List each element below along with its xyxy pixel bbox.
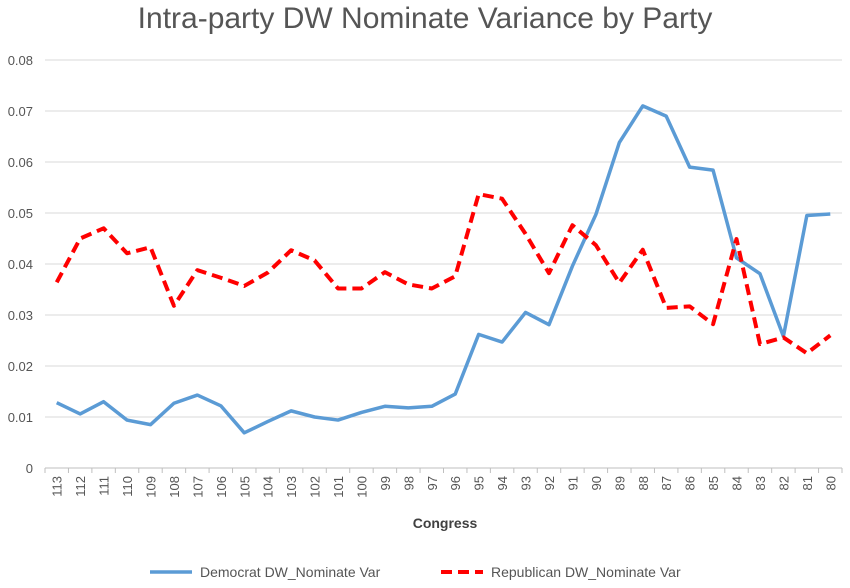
x-tick-label: 106 <box>214 476 229 498</box>
x-tick-label: 102 <box>308 476 323 498</box>
x-tick-label: 95 <box>472 476 487 490</box>
x-tick-label: 94 <box>495 476 510 490</box>
legend: Democrat DW_Nominate Var Republican DW_No… <box>150 564 681 580</box>
x-tick-label: 99 <box>378 476 393 490</box>
x-tick-label: 88 <box>636 476 651 490</box>
x-tick-label: 103 <box>284 476 299 498</box>
y-axis-ticks: 0 0.01 0.02 0.03 0.04 0.05 0.06 0.07 0.08 <box>8 53 33 476</box>
x-tick-label: 86 <box>683 476 698 490</box>
x-tick-label: 85 <box>706 476 721 490</box>
x-tick-label: 113 <box>50 476 65 497</box>
series-lines <box>54 104 832 435</box>
y-tick-label: 0.05 <box>8 206 33 221</box>
x-tick-label: 109 <box>143 476 158 498</box>
y-tick-label: 0.04 <box>8 257 33 272</box>
x-tick-label: 105 <box>237 476 252 498</box>
x-tick-label: 89 <box>612 476 627 490</box>
x-tick-label: 104 <box>261 476 276 498</box>
y-tick-label: 0.01 <box>8 410 33 425</box>
x-tick-label: 101 <box>331 476 346 498</box>
x-tick-label: 100 <box>354 476 369 498</box>
x-tick-label: 80 <box>823 476 838 490</box>
y-tick-label: 0.06 <box>8 155 33 170</box>
gridlines <box>45 59 842 469</box>
y-tick-label: 0.07 <box>8 104 33 119</box>
x-axis-ticks: 113 112 111 110 109 108 107 106 105 104 103 102 101 1… <box>44 468 843 498</box>
y-tick-label: 0.08 <box>8 53 33 68</box>
x-tick-label: 97 <box>425 476 440 490</box>
x-tick-label: 107 <box>190 476 205 498</box>
x-tick-label: 84 <box>730 476 745 490</box>
y-tick-label: 0.02 <box>8 359 33 374</box>
x-tick-label: 90 <box>589 476 604 490</box>
y-tick-label: 0.03 <box>8 308 33 323</box>
x-tick-label: 110 <box>120 476 135 497</box>
x-tick-label: 112 <box>73 476 88 497</box>
x-axis-title: Congress <box>413 515 478 531</box>
x-tick-label: 98 <box>401 476 416 490</box>
x-tick-label: 92 <box>542 476 557 490</box>
x-tick-label: 81 <box>800 476 815 490</box>
x-tick-label: 96 <box>448 476 463 490</box>
democrat-series-line <box>55 104 831 435</box>
y-tick-label: 0 <box>26 461 33 476</box>
x-tick-label: 111 <box>97 476 112 496</box>
legend-label: Republican DW_Nominate Var <box>491 564 681 580</box>
x-tick-label: 87 <box>659 476 674 490</box>
republican-series-line <box>54 192 832 356</box>
x-tick-label: 82 <box>776 476 791 490</box>
x-tick-label: 93 <box>519 476 534 490</box>
legend-label: Democrat DW_Nominate Var <box>200 564 381 580</box>
x-tick-label: 108 <box>167 476 182 498</box>
chart-title: Intra-party DW Nominate Variance by Part… <box>137 2 713 35</box>
x-tick-label: 83 <box>753 476 768 490</box>
x-tick-label: 91 <box>565 476 580 490</box>
